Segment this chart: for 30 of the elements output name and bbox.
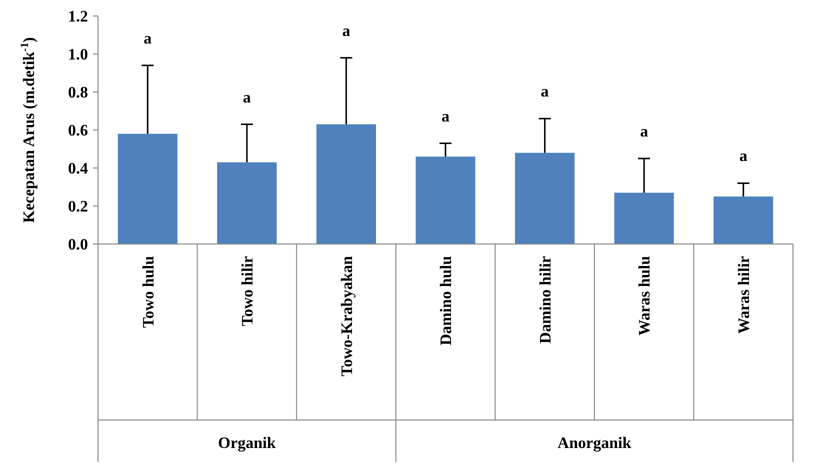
y-tick-label: 0.6 — [68, 122, 88, 140]
annotation: a — [442, 108, 450, 126]
x-tick-label: Damino hilir — [537, 256, 554, 344]
annotation: a — [342, 22, 350, 40]
x-tick-label: Damino hulu — [438, 256, 456, 346]
annotation: a — [242, 89, 251, 106]
y-tick-label: 0.0 — [68, 236, 88, 254]
x-tick-label: Waras hulu — [636, 256, 654, 336]
bar — [217, 162, 277, 244]
y-tick-label: 0.4 — [68, 160, 88, 178]
y-tick-label: 1.2 — [68, 8, 88, 26]
annotation: a — [540, 84, 549, 101]
x-tick-label: Towo hulu — [140, 256, 158, 328]
bar — [316, 124, 376, 244]
y-tick-label: 1.0 — [68, 46, 88, 64]
x-tick-label: Towo hilir — [240, 256, 257, 326]
bar — [614, 192, 674, 244]
bar — [515, 152, 575, 244]
y-tick-label: 0.8 — [68, 84, 88, 102]
bar — [714, 196, 774, 244]
annotation: a — [640, 124, 648, 140]
text: Organik — [218, 435, 276, 452]
x-tick-label: Waras hilir — [736, 256, 753, 334]
annotation: a — [739, 148, 748, 166]
x-tick-label: Towo-Krabyakan — [338, 256, 356, 376]
y-tick-label: 0.2 — [68, 198, 88, 216]
bar — [416, 156, 476, 244]
text: Anorganik — [558, 435, 632, 452]
bar — [118, 134, 178, 244]
annotation: a — [144, 30, 152, 48]
